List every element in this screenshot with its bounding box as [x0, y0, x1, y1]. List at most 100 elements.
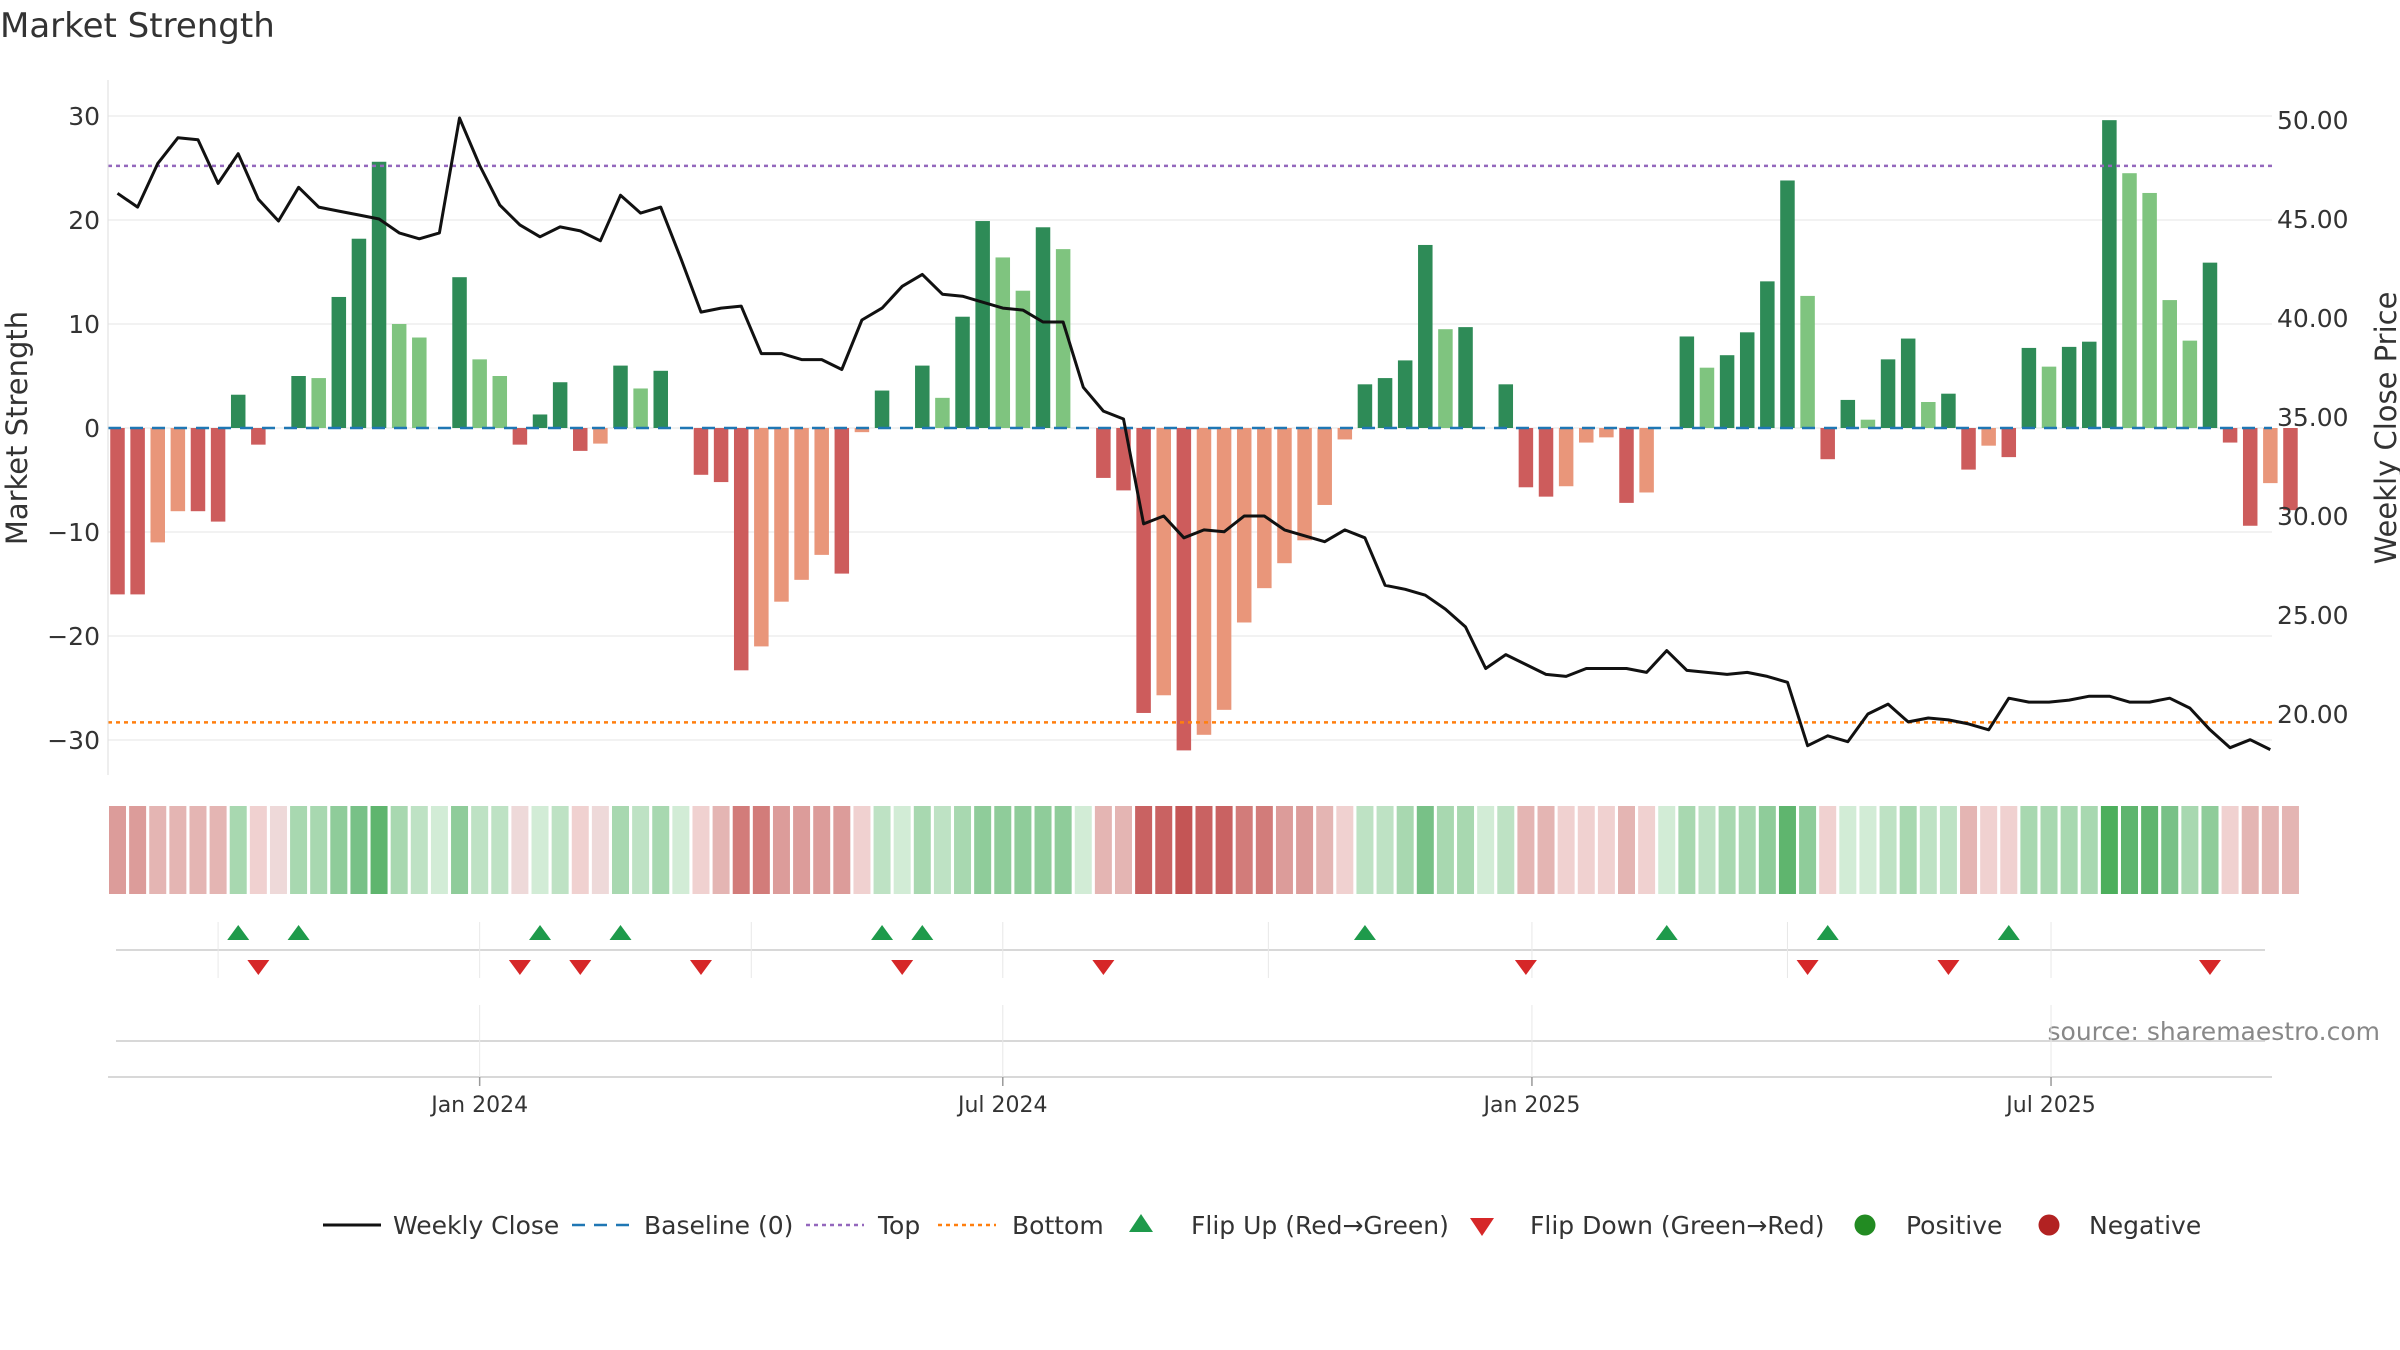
strength-bar [1538, 428, 1554, 497]
strip-cell [2121, 806, 2138, 894]
strip-cell [1296, 806, 1314, 894]
legend-swatch-flip-up [1129, 1214, 1153, 1232]
strip-cell [1980, 806, 1998, 894]
legend-swatch-negative [2038, 1214, 2060, 1236]
strength-bar [311, 378, 326, 428]
strength-bar [573, 428, 588, 451]
strip-cell [2040, 806, 2058, 894]
strength-bar [190, 428, 206, 512]
strip-cell [954, 806, 972, 894]
flip-up-marker [911, 925, 934, 940]
strip-cell [612, 806, 629, 894]
strength-bar [1438, 329, 1453, 428]
strength-heat-strip [109, 806, 2299, 894]
strip-cell [1054, 806, 1072, 894]
strength-bar [150, 428, 165, 543]
strip-cell [1115, 806, 1132, 894]
strength-bar [854, 428, 870, 433]
y-left-tick-label: −30 [47, 726, 100, 755]
strength-bar [915, 365, 930, 428]
y-left-tick-label: 10 [68, 310, 100, 339]
x-tick-label: Jul 2024 [956, 1093, 1048, 1118]
strip-cell [1356, 806, 1374, 894]
strength-bar [1257, 428, 1272, 589]
strip-cell [652, 806, 670, 894]
strip-cell [1175, 806, 1193, 894]
strip-cell [1879, 806, 1897, 894]
strip-cell [1094, 806, 1112, 894]
strength-bar [251, 428, 266, 445]
flip-up-marker [1997, 925, 2020, 940]
strip-cell [1014, 806, 1032, 894]
strength-bar [1116, 428, 1131, 491]
strength-bar [1156, 428, 1171, 696]
strength-bar [552, 382, 568, 428]
flip-down-marker [891, 960, 914, 975]
y-right-tick-label: 25.00 [2277, 601, 2349, 630]
strip-cell [893, 806, 911, 894]
strength-bar [1639, 428, 1654, 493]
strip-cell [1638, 806, 1656, 894]
strip-cell [1799, 806, 1817, 894]
strip-cell [410, 806, 428, 894]
strength-bar [2242, 428, 2258, 526]
strength-bar [834, 428, 850, 574]
y-right-tick-label: 35.00 [2277, 403, 2349, 432]
y-right-tick-label: 45.00 [2277, 205, 2349, 234]
strip-cell [1738, 806, 1756, 894]
strength-bar [532, 414, 548, 428]
strip-cell [1537, 806, 1555, 894]
strip-cell [833, 806, 851, 894]
strip-cell [1316, 806, 1334, 894]
y-right-tick-label: 50.00 [2277, 106, 2349, 135]
strip-cell [672, 806, 690, 894]
strength-bar [1800, 295, 1815, 428]
strength-bar [371, 161, 387, 428]
y-left-tick-label: −20 [47, 622, 100, 651]
strip-cell [390, 806, 408, 894]
strength-bar [733, 428, 749, 671]
x-tick-label: Jul 2025 [2004, 1093, 2096, 1118]
strength-bar [1679, 336, 1695, 428]
y-left-tick-label: −10 [47, 518, 100, 547]
x-tick-label: Jan 2025 [1481, 1093, 1580, 1118]
strength-bar [2041, 366, 2057, 428]
legend-label: Flip Up (Red→Green) [1191, 1211, 1449, 1240]
legend-label: Flip Down (Green→Red) [1530, 1211, 1825, 1240]
strip-cell [2141, 806, 2159, 894]
strip-cell [2161, 806, 2179, 894]
strength-bar [955, 316, 970, 428]
strip-cell [813, 806, 831, 894]
strength-bar [230, 394, 246, 428]
strip-cell [1497, 806, 1515, 894]
strip-cell [692, 806, 710, 894]
strength-bar [1397, 360, 1413, 428]
strip-cell [1778, 806, 1796, 894]
strength-bar [1498, 384, 1514, 428]
flip-up-marker [871, 925, 894, 940]
strip-cell [290, 806, 308, 894]
flip-down-marker [569, 960, 592, 975]
strength-bar [210, 428, 226, 522]
strip-cell [732, 806, 750, 894]
strength-bar [1518, 428, 1534, 488]
strip-cell [109, 806, 126, 894]
strength-bar [1699, 367, 1715, 428]
strength-bar [754, 428, 769, 647]
strip-cell [2261, 806, 2279, 894]
strip-cell [330, 806, 348, 894]
strip-cell [994, 806, 1012, 894]
strength-bar [1558, 428, 1574, 487]
flip-down-marker [508, 960, 531, 975]
flip-down-marker [247, 960, 270, 975]
strip-cell [1960, 806, 1978, 894]
y-left-tick-label: 20 [68, 206, 100, 235]
strip-cell [511, 806, 529, 894]
strength-bar [170, 428, 186, 512]
flip-up-marker [1353, 925, 1376, 940]
strength-bar [1096, 428, 1111, 478]
strip-cell [491, 806, 509, 894]
strip-cell [1235, 806, 1253, 894]
strip-cell [2020, 806, 2038, 894]
strength-bar [975, 221, 990, 428]
